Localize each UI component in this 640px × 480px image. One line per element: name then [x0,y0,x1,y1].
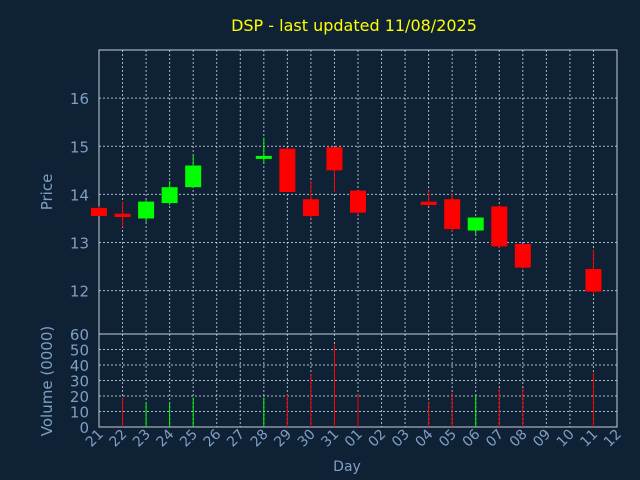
volume-tick-label: 50 [70,342,89,360]
x-tick-label: 25 [177,427,201,451]
x-tick-label: 23 [130,427,154,451]
price-tick-label: 15 [70,138,89,156]
x-tick-label: 06 [460,426,484,450]
chart-title: DSP - last updated 11/08/2025 [231,16,477,35]
volume-tick-label: 20 [70,388,89,406]
x-tick-label: 10 [554,427,578,451]
candle-body-07 [491,206,508,247]
x-tick-label: 09 [530,427,554,451]
x-tick-label: 24 [154,426,178,450]
candle-body-11 [585,269,602,292]
volume-bars [122,344,594,427]
candle-body-06 [467,217,484,231]
candle-body-22 [114,213,131,218]
candle-body-23 [138,201,155,219]
candle-body-21 [91,207,107,217]
grid [99,50,617,427]
candle-body-05 [444,199,461,230]
price-tick-label: 13 [70,235,89,253]
x-tick-label: 07 [483,427,507,451]
x-tick-label: 30 [295,427,319,451]
volume-tick-label: 30 [70,373,89,391]
candle-body-30 [302,199,319,217]
x-tick-label: 31 [318,427,342,451]
price-tick-label: 16 [70,90,89,108]
x-tick-label: 04 [413,426,437,450]
candle-body-24 [161,187,178,204]
candle-body-08 [514,243,531,268]
candle-body-04 [420,201,437,205]
candle-body-01 [350,190,366,213]
x-tick-label: 08 [507,427,531,451]
volume-axis-label: Volume (0000) [38,326,56,436]
x-tick-label: 27 [224,427,248,451]
price-tick-label: 12 [70,283,89,301]
x-tick-label: 05 [436,427,460,451]
candle-body-29 [279,148,296,192]
x-tick-label: 28 [248,427,272,451]
candle-body-31 [326,147,343,171]
x-tick-label: 03 [389,427,413,451]
volume-tick-label: 10 [70,404,89,422]
price-axis-label: Price [38,174,56,211]
candle-body-28 [255,155,272,159]
x-tick-label: 11 [577,427,601,451]
axis-labels: Price Volume (0000) Day [38,174,361,475]
price-tick-label: 14 [70,186,89,204]
volume-tick-label: 40 [70,357,89,375]
x-axis-label: Day [333,459,361,475]
volume-tick-label: 0 [79,419,89,437]
x-tick-label: 29 [271,427,295,451]
price-candles [91,137,602,295]
x-tick-label: 26 [201,426,225,450]
x-tick-label: 02 [365,427,389,451]
candle-body-25 [185,165,202,188]
x-tick-label: 12 [601,427,625,451]
x-tick-label: 22 [106,427,130,451]
volume-tick-label: 60 [70,326,89,344]
x-tick-label: 01 [342,427,366,451]
